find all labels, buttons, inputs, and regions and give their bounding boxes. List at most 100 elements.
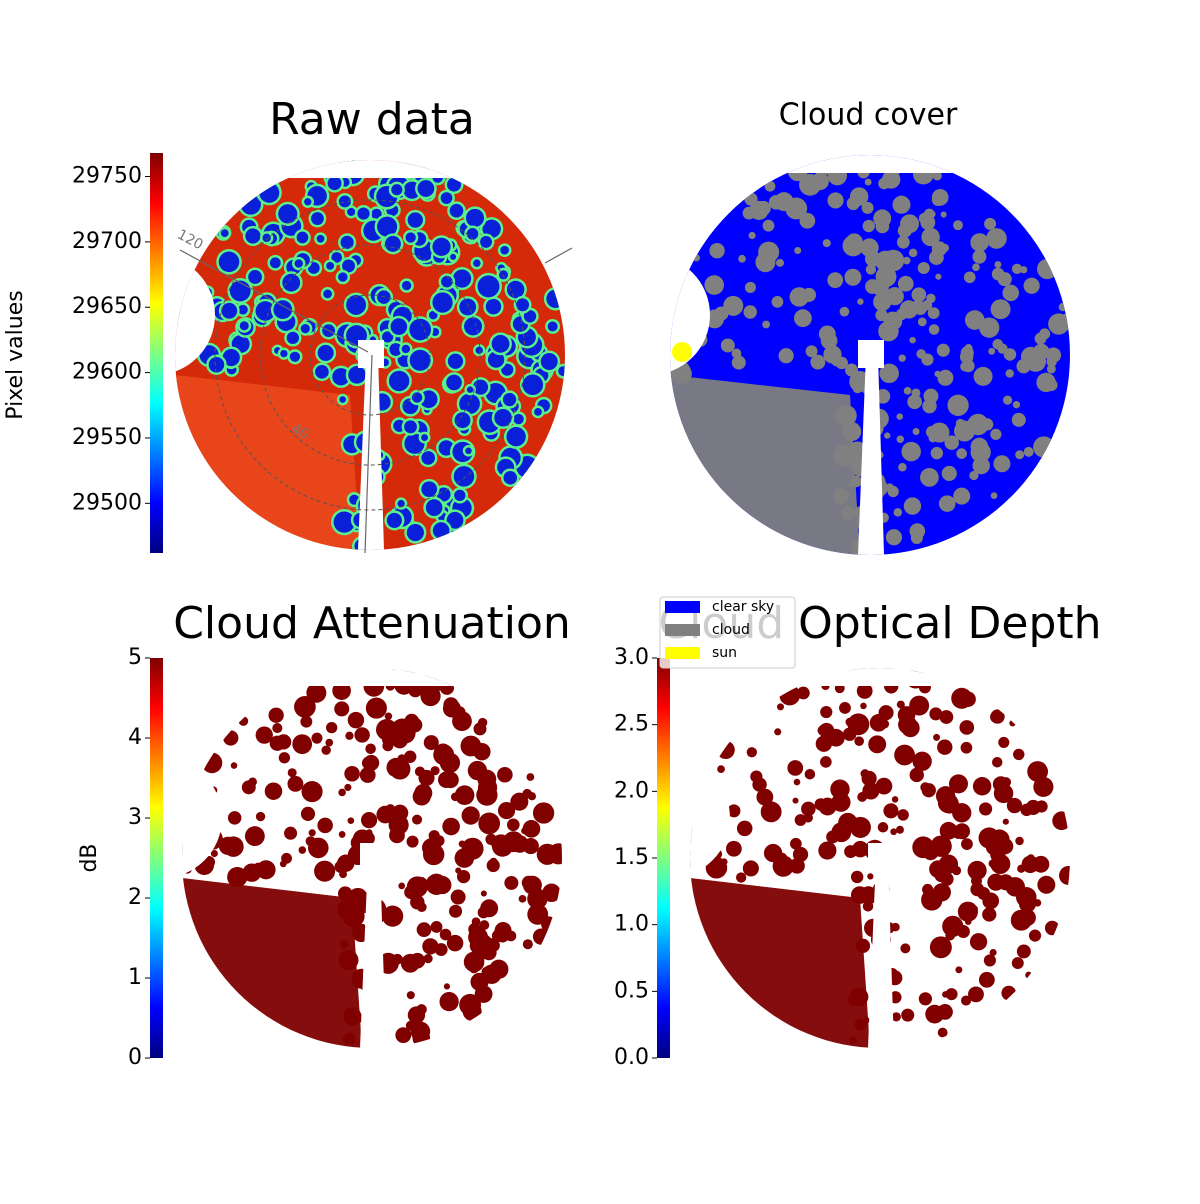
image-blob bbox=[775, 258, 784, 267]
image-blob bbox=[333, 511, 355, 533]
image-blob bbox=[864, 178, 872, 186]
image-blob bbox=[521, 827, 528, 835]
image-blob bbox=[534, 408, 542, 416]
image-blob bbox=[818, 841, 837, 860]
image-blob bbox=[417, 180, 435, 197]
image-blob bbox=[747, 309, 755, 317]
image bbox=[670, 155, 1070, 555]
image-blob bbox=[947, 795, 957, 806]
image-blob bbox=[804, 182, 815, 193]
image-blob bbox=[371, 208, 382, 220]
image-blob bbox=[894, 744, 915, 766]
image-blob bbox=[885, 529, 903, 546]
image-blob bbox=[522, 939, 533, 950]
image-blob bbox=[382, 740, 394, 752]
image-blob bbox=[705, 857, 728, 879]
image-blob bbox=[967, 860, 987, 881]
image-blob bbox=[390, 318, 408, 335]
image-blob bbox=[331, 252, 343, 263]
image-blob bbox=[1025, 971, 1032, 979]
image-blob bbox=[1017, 864, 1026, 873]
panel-title: Raw data bbox=[269, 94, 475, 145]
image-blob bbox=[896, 235, 910, 249]
image-blob bbox=[972, 456, 990, 475]
image-blob bbox=[1033, 776, 1054, 797]
image-blob bbox=[953, 220, 963, 231]
image-blob bbox=[1033, 436, 1055, 458]
image-blob bbox=[959, 720, 975, 735]
legend-swatch bbox=[665, 647, 700, 659]
image-blob bbox=[1058, 302, 1068, 312]
image-blob bbox=[255, 726, 273, 744]
image-blob bbox=[897, 809, 909, 821]
image-blob bbox=[245, 228, 261, 244]
image-blob bbox=[405, 232, 416, 243]
image-blob bbox=[779, 684, 801, 706]
image-blob bbox=[789, 858, 805, 874]
image-blob bbox=[412, 814, 423, 825]
image-blob bbox=[1044, 920, 1060, 936]
image-blob bbox=[861, 201, 874, 214]
colorbar-tick-label: 2.0 bbox=[614, 778, 649, 803]
colorbar-tick-label: 4 bbox=[128, 725, 142, 750]
image-blob bbox=[746, 747, 757, 758]
image-blob bbox=[841, 505, 856, 520]
image-blob bbox=[477, 769, 497, 789]
image-blob bbox=[452, 711, 472, 732]
image-blob bbox=[854, 736, 864, 746]
image-blob bbox=[442, 771, 459, 789]
image-blob bbox=[842, 235, 864, 257]
image-blob bbox=[774, 728, 782, 736]
image-blob bbox=[468, 927, 489, 948]
image-blob bbox=[338, 788, 346, 797]
image-blob bbox=[355, 928, 364, 936]
colorbar-tick-label: 0.0 bbox=[614, 1045, 649, 1070]
image-blob bbox=[338, 886, 353, 901]
image-blob bbox=[956, 448, 967, 459]
image-blob bbox=[970, 882, 985, 897]
image-blob bbox=[714, 306, 729, 321]
image-blob bbox=[384, 235, 401, 252]
image-blob bbox=[523, 310, 537, 323]
image-blob bbox=[964, 310, 985, 330]
image-blob bbox=[546, 289, 565, 308]
image-blob bbox=[727, 804, 741, 818]
image-blob bbox=[845, 717, 855, 727]
image-blob bbox=[317, 817, 333, 834]
image-blob bbox=[422, 938, 439, 955]
image-blob bbox=[1037, 258, 1058, 280]
image-blob bbox=[268, 707, 284, 723]
colorbar-tick-label: 29500 bbox=[72, 490, 142, 515]
image-blob bbox=[867, 873, 874, 880]
image-blob bbox=[896, 413, 904, 420]
image-blob bbox=[1015, 450, 1025, 460]
image-blob bbox=[990, 711, 1002, 723]
image-blob bbox=[794, 246, 802, 255]
image-blob bbox=[802, 214, 815, 226]
image-blob bbox=[269, 257, 281, 269]
image-blob bbox=[861, 685, 872, 696]
polar-label: 120 bbox=[174, 227, 205, 254]
image-blob bbox=[480, 235, 492, 248]
image-blob bbox=[230, 762, 238, 769]
image-blob bbox=[540, 353, 558, 370]
image-blob bbox=[433, 875, 452, 895]
image-blob bbox=[909, 695, 930, 716]
colorbar-tick-label: 29550 bbox=[72, 425, 142, 450]
image-blob bbox=[447, 177, 462, 192]
image-blob bbox=[326, 721, 338, 734]
image-blob bbox=[482, 219, 501, 238]
colorbar-label: dB bbox=[77, 843, 102, 872]
image-blob bbox=[439, 928, 452, 941]
image-blob bbox=[513, 413, 524, 425]
image-blob bbox=[248, 270, 262, 284]
image-blob bbox=[941, 465, 957, 482]
image-blob bbox=[339, 939, 349, 949]
image-blob bbox=[969, 933, 988, 951]
image-blob bbox=[942, 991, 949, 998]
image-blob bbox=[409, 318, 431, 341]
image-mask bbox=[175, 160, 565, 178]
image-blob bbox=[308, 829, 316, 837]
colorbar-label: Pixel values bbox=[3, 290, 28, 419]
image-blob bbox=[909, 336, 916, 344]
